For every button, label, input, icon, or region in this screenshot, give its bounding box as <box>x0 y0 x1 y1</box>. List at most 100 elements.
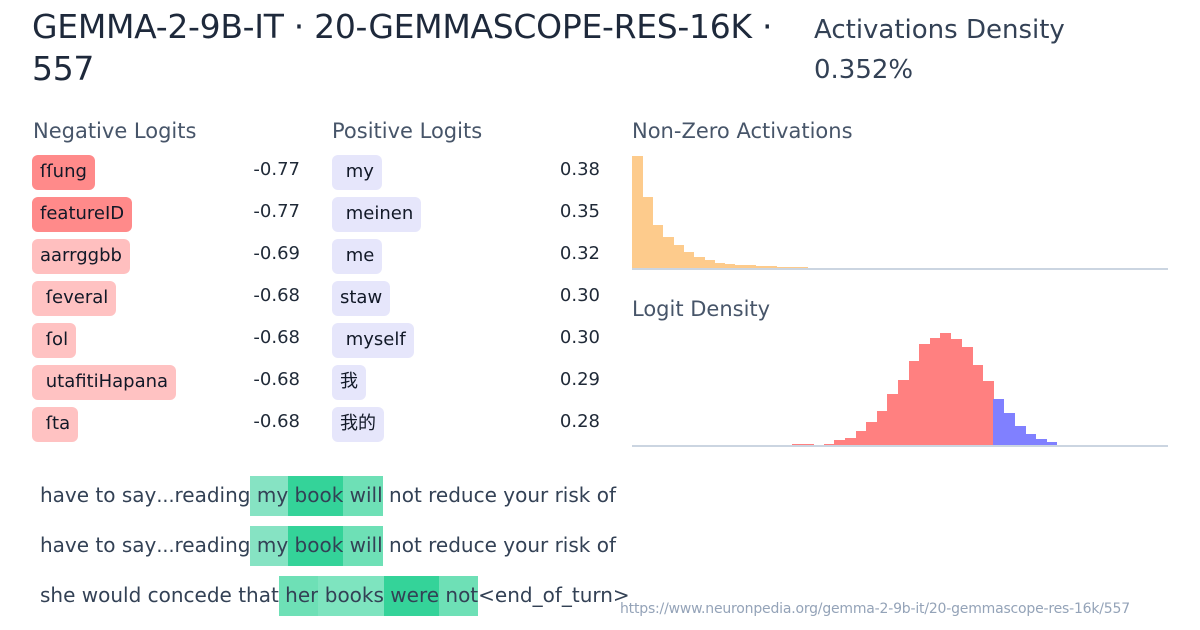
histogram-bar-negative <box>887 394 899 445</box>
histogram-bar <box>735 265 746 268</box>
logit-row: staw 0.30 <box>332 281 602 323</box>
negative-logits-list: ſſung -0.77 featureID -0.77 aarrggbb -0.69 ſe… <box>32 155 302 449</box>
histogram-bar-negative <box>802 444 814 445</box>
logit-density-heading: Logit Density <box>632 297 771 321</box>
highlighted-token: will <box>343 526 383 566</box>
logit-value: 0.29 <box>559 369 600 390</box>
density-value: 0.352% <box>814 55 914 85</box>
histogram-bar-negative <box>951 339 963 445</box>
nonzero-activations-heading: Non-Zero Activations <box>632 119 853 143</box>
histogram-bar <box>642 197 654 268</box>
token-chip[interactable]: myself <box>332 323 414 358</box>
histogram-bar <box>755 266 767 268</box>
logit-value: -0.68 <box>253 369 300 390</box>
logit-row: me 0.32 <box>332 239 602 281</box>
histogram-bar <box>704 260 715 268</box>
histogram-bar <box>632 156 643 268</box>
logit-row: my 0.38 <box>332 155 602 197</box>
logit-row: meinen 0.35 <box>332 197 602 239</box>
logit-row: ſeveral -0.68 <box>32 281 302 323</box>
highlighted-token: not <box>439 576 479 616</box>
highlighted-token: my <box>250 476 289 516</box>
logit-value: 0.32 <box>559 243 600 264</box>
logit-value: -0.69 <box>253 243 300 264</box>
histogram-bar-negative <box>982 381 994 445</box>
highlighted-token: her <box>278 576 319 616</box>
token-chip[interactable]: 我的 <box>332 407 384 442</box>
activation-example[interactable]: she would concede that her books were no… <box>40 576 630 616</box>
histogram-bar <box>745 265 757 268</box>
logit-row: utafitiHapana -0.68 <box>32 365 302 407</box>
token-chip[interactable]: featureID <box>32 197 133 232</box>
token-chip[interactable]: ſol <box>32 323 77 358</box>
histogram-bar-negative <box>961 347 973 445</box>
token-chip[interactable]: 我 <box>332 365 366 400</box>
histogram-bar <box>796 267 808 268</box>
histogram-bar-positive <box>1035 439 1047 445</box>
nonzero-activations-histogram <box>632 150 1168 270</box>
histogram-bar-negative <box>898 380 910 445</box>
logit-value: 0.30 <box>559 285 600 306</box>
logit-row: 我 0.29 <box>332 365 602 407</box>
highlighted-token: were <box>383 576 440 616</box>
histogram-bar-negative <box>972 365 984 445</box>
token: reading <box>174 483 251 507</box>
highlighted-token: my <box>250 526 289 566</box>
logit-row: ſſung -0.77 <box>32 155 302 197</box>
logit-row: myself 0.30 <box>332 323 602 365</box>
token: not reduce your risk of <box>382 483 617 507</box>
histogram-bar <box>765 266 777 268</box>
logit-density-histogram <box>632 328 1168 447</box>
histogram-bar <box>652 225 664 268</box>
token: ... <box>156 535 175 557</box>
histogram-bar-positive <box>1014 426 1026 445</box>
activation-example[interactable]: have to say...reading my book will not r… <box>40 526 616 566</box>
logit-value: -0.77 <box>253 201 300 222</box>
histogram-bar-negative <box>834 440 846 445</box>
activation-example[interactable]: have to say...reading my book will not r… <box>40 476 616 516</box>
logit-row: 我的 0.28 <box>332 407 602 449</box>
histogram-bar <box>662 237 674 268</box>
token: she would concede that <box>40 583 279 607</box>
token: have to say <box>40 533 157 557</box>
token: reading <box>174 533 251 557</box>
token-chip[interactable]: me <box>332 239 383 274</box>
highlighted-token: book <box>288 476 344 516</box>
token-chip[interactable]: ſeveral <box>32 281 117 316</box>
logit-row: featureID -0.77 <box>32 197 302 239</box>
histogram-bar-negative <box>855 431 867 445</box>
token-chip[interactable]: ſſung <box>32 155 95 190</box>
highlighted-token: book <box>288 526 344 566</box>
histogram-bar-negative <box>845 438 857 445</box>
negative-logits-heading: Negative Logits <box>33 119 197 143</box>
source-url[interactable]: https://www.neuronpedia.org/gemma-2-9b-i… <box>620 601 1130 617</box>
histogram-bar <box>724 264 736 268</box>
feature-title: GEMMA-2-9B-IT · 20-GEMMASCOPE-RES-16K · … <box>32 7 773 88</box>
token-chip[interactable]: my <box>332 155 382 190</box>
histogram-bar <box>683 252 695 268</box>
logit-value: -0.68 <box>253 327 300 348</box>
histogram-bar-positive <box>1025 434 1037 445</box>
histogram-bar <box>776 267 787 268</box>
histogram-bar <box>693 257 705 268</box>
histogram-bar <box>714 263 726 268</box>
logit-value: 0.38 <box>559 159 600 180</box>
logit-value: 0.28 <box>559 411 600 432</box>
token-chip[interactable]: staw <box>332 281 391 316</box>
logit-row: ſta -0.68 <box>32 407 302 449</box>
density-label: Activations Density <box>814 15 1065 45</box>
histogram-bar-positive <box>1046 442 1058 445</box>
token-chip[interactable]: aarrggbb <box>32 239 130 274</box>
token: ... <box>156 485 175 507</box>
token-chip[interactable]: meinen <box>332 197 422 232</box>
logit-row: ſol -0.68 <box>32 323 302 365</box>
token-chip[interactable]: utafitiHapana <box>32 365 177 400</box>
token-chip[interactable]: ſta <box>32 407 79 442</box>
logit-row: aarrggbb -0.69 <box>32 239 302 281</box>
positive-logits-heading: Positive Logits <box>332 119 483 143</box>
histogram-bar-negative <box>823 444 835 445</box>
histogram-bar-positive <box>993 399 1005 445</box>
token: not reduce your risk of <box>382 533 617 557</box>
histogram-bar-negative <box>908 361 920 445</box>
logit-value: 0.30 <box>559 327 600 348</box>
